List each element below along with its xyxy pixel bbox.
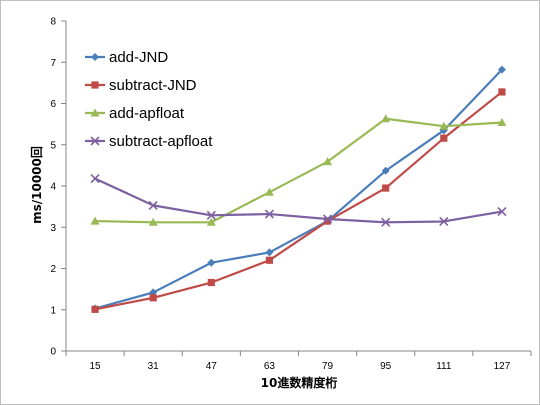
legend-marker <box>90 136 100 146</box>
data-point <box>323 157 333 166</box>
x-tick-label: 127 <box>494 361 511 372</box>
data-point <box>381 114 391 123</box>
legend-label: subtract-JND <box>109 77 197 94</box>
legend-marker <box>90 108 100 117</box>
data-point <box>323 217 332 225</box>
data-point <box>265 248 274 257</box>
series-line <box>94 91 503 311</box>
data-point <box>381 217 391 227</box>
legend-item: add-apfloat <box>85 105 185 122</box>
x-tick-label: 47 <box>206 361 218 372</box>
y-tick-label: 5 <box>50 140 56 151</box>
y-tick-label: 1 <box>50 305 56 316</box>
data-point <box>206 217 216 226</box>
data-point <box>91 305 99 313</box>
data-point <box>382 184 390 192</box>
series-add-apfloat <box>90 114 507 226</box>
data-point <box>498 88 506 96</box>
data-point <box>322 214 333 224</box>
y-tick-label: 0 <box>50 347 56 358</box>
legend-marker <box>91 81 99 89</box>
data-point <box>148 217 158 226</box>
legend-label: add-apfloat <box>109 105 185 122</box>
y-tick-label: 6 <box>50 99 56 110</box>
x-axis-title: 10進数精度桁 <box>261 375 338 390</box>
data-point <box>264 209 275 219</box>
legend-item: subtract-JND <box>85 77 197 94</box>
y-tick-label: 4 <box>50 182 56 193</box>
data-point <box>149 294 157 302</box>
x-tick-label: 79 <box>322 361 334 372</box>
x-tick-labels: 15 31 47 63 79 95 111 127 <box>90 361 511 372</box>
data-point <box>381 166 390 175</box>
data-point <box>207 278 215 287</box>
x-tick-label: 95 <box>380 361 392 372</box>
series-line <box>95 117 503 224</box>
x-tick-label: 31 <box>148 361 160 372</box>
data-point <box>439 216 449 227</box>
data-point <box>497 207 507 217</box>
data-point <box>497 65 506 74</box>
data-point <box>206 210 216 220</box>
data-point <box>439 121 449 130</box>
legend-item: add-JND <box>85 49 168 66</box>
series-line <box>94 68 503 310</box>
data-point <box>90 174 100 184</box>
data-point <box>265 256 274 264</box>
series-subtract-JND <box>91 88 506 313</box>
data-point <box>90 216 100 225</box>
legend-item: subtract-apfloat <box>85 133 213 150</box>
y-tick-label: 3 <box>50 223 56 234</box>
legend-label: add-JND <box>109 49 168 66</box>
data-point <box>148 200 158 210</box>
legend-label: subtract-apfloat <box>109 133 213 150</box>
y-axis-title: ms/10000回 <box>30 146 44 224</box>
y-tick-labels: 0 1 2 3 4 5 6 7 8 <box>50 17 56 358</box>
legend: add-JND subtract-JND add-apfloat subtract-a… <box>85 49 213 150</box>
series-subtract-apfloat <box>90 174 507 227</box>
axes <box>61 20 532 356</box>
data-point <box>497 117 507 126</box>
series-group <box>90 65 507 313</box>
y-tick-label: 2 <box>50 264 56 275</box>
series-add-JND <box>91 65 506 313</box>
y-tick-label: 7 <box>50 58 56 69</box>
data-point <box>440 134 448 142</box>
data-point <box>207 258 216 267</box>
x-tick-label: 63 <box>264 361 276 372</box>
y-tick-label: 8 <box>50 17 56 28</box>
x-tick-label: 15 <box>90 361 102 372</box>
legend-marker <box>91 53 99 61</box>
series-line <box>94 177 503 224</box>
data-point <box>264 187 274 196</box>
x-tick-label: 111 <box>436 361 452 372</box>
